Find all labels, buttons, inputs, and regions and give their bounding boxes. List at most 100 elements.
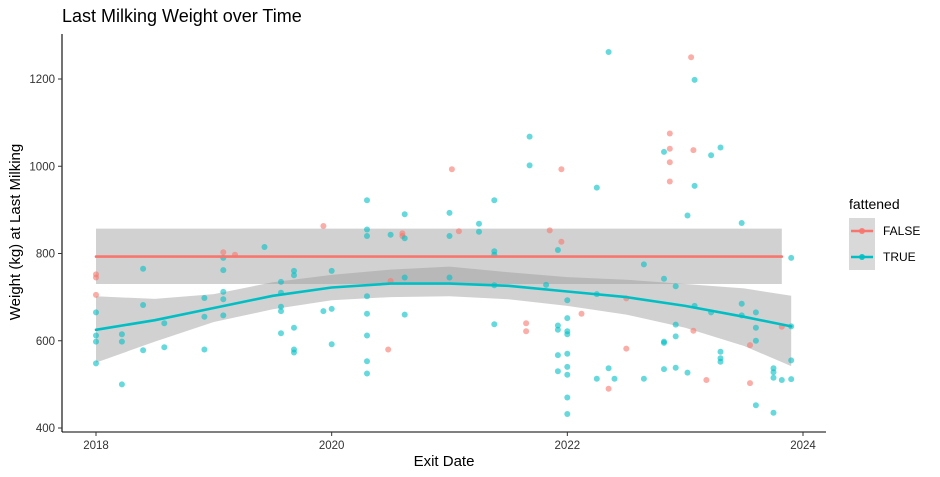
point-true — [684, 369, 691, 376]
point-true — [717, 348, 724, 355]
point-true — [364, 370, 370, 377]
point-true — [593, 375, 600, 382]
point-true — [220, 288, 227, 295]
point-true — [140, 347, 147, 354]
point-true — [291, 324, 297, 331]
point-true — [543, 281, 550, 288]
legend-point-false — [859, 228, 865, 234]
point-true — [364, 310, 370, 317]
y-ticks: 400 600 800 1000 1200 — [29, 74, 62, 435]
point-true — [691, 76, 698, 83]
y-tick-label: 600 — [36, 336, 55, 348]
point-true — [401, 311, 408, 318]
point-true — [118, 338, 125, 345]
point-false — [546, 227, 553, 234]
point-true — [752, 337, 759, 344]
point-true — [554, 368, 561, 375]
point-true — [708, 152, 715, 159]
point-false — [523, 320, 530, 327]
legend-title: fattened — [849, 196, 900, 212]
point-false — [558, 166, 565, 173]
point-true — [661, 148, 667, 155]
point-true — [140, 302, 147, 308]
point-true — [220, 296, 227, 303]
point-true — [738, 300, 745, 307]
legend-label-true: TRUE — [883, 250, 916, 264]
point-true — [661, 275, 667, 282]
point-true — [672, 321, 679, 328]
smooth-line-true — [94, 282, 793, 332]
point-true — [446, 209, 453, 216]
point-false — [666, 130, 673, 137]
point-true — [738, 220, 745, 226]
smooth-confidence-bands — [96, 228, 792, 367]
point-true — [446, 233, 453, 239]
point-true — [401, 274, 408, 281]
point-true — [593, 184, 600, 191]
point-false — [93, 271, 99, 278]
point-true — [364, 293, 370, 300]
point-true — [554, 247, 561, 253]
point-false — [523, 328, 530, 335]
point-true — [752, 309, 759, 316]
point-true — [291, 349, 297, 356]
point-true — [788, 376, 795, 383]
point-true — [605, 49, 612, 55]
point-true — [201, 295, 208, 301]
point-true — [320, 308, 327, 315]
point-true — [161, 320, 168, 327]
point-true — [526, 133, 533, 140]
point-true — [387, 231, 394, 238]
point-true — [788, 357, 795, 364]
x-axis-title: Exit Date — [414, 453, 475, 470]
point-false — [690, 147, 697, 154]
chart-title: Last Milking Weight over Time — [62, 6, 302, 26]
point-false — [666, 159, 673, 166]
x-tick-label: 2020 — [319, 440, 345, 452]
y-tick-label: 1000 — [29, 161, 55, 173]
legend: fattened FALSE TRUE — [849, 196, 920, 270]
point-false — [747, 342, 753, 349]
point-true — [672, 364, 679, 371]
point-false — [666, 145, 673, 152]
point-true — [401, 211, 408, 218]
point-true — [770, 374, 777, 381]
point-true — [554, 322, 561, 329]
x-tick-label: 2018 — [83, 440, 109, 452]
y-tick-label: 400 — [36, 423, 55, 435]
point-true — [140, 265, 147, 272]
point-true — [220, 267, 227, 274]
point-true — [201, 346, 208, 353]
point-true — [278, 278, 284, 285]
point-true — [564, 363, 571, 370]
point-true — [564, 331, 571, 338]
point-true — [364, 233, 370, 239]
point-true — [717, 358, 724, 365]
point-true — [564, 297, 571, 304]
point-true — [364, 358, 370, 365]
point-true — [364, 226, 370, 233]
point-true — [328, 305, 335, 312]
y-tick-label: 1200 — [29, 74, 55, 86]
point-false — [448, 166, 455, 173]
point-true — [564, 411, 571, 417]
y-axis-title: Weight (kg) at Last Milking — [7, 144, 24, 320]
point-false — [93, 291, 99, 298]
point-true — [364, 197, 370, 204]
point-true — [278, 303, 284, 310]
x-tick-label: 2022 — [555, 440, 581, 452]
point-true — [564, 350, 571, 357]
point-false — [220, 249, 227, 256]
point-false — [578, 310, 585, 317]
point-true — [564, 371, 571, 378]
point-true — [640, 261, 647, 268]
point-true — [526, 162, 533, 169]
point-true — [672, 283, 679, 290]
point-true — [661, 339, 667, 346]
point-true — [401, 235, 408, 242]
point-true — [278, 330, 284, 337]
point-true — [752, 402, 759, 409]
x-ticks: 2018 2020 2022 2024 — [83, 432, 816, 452]
point-true — [93, 360, 99, 367]
legend-label-false: FALSE — [883, 224, 920, 238]
